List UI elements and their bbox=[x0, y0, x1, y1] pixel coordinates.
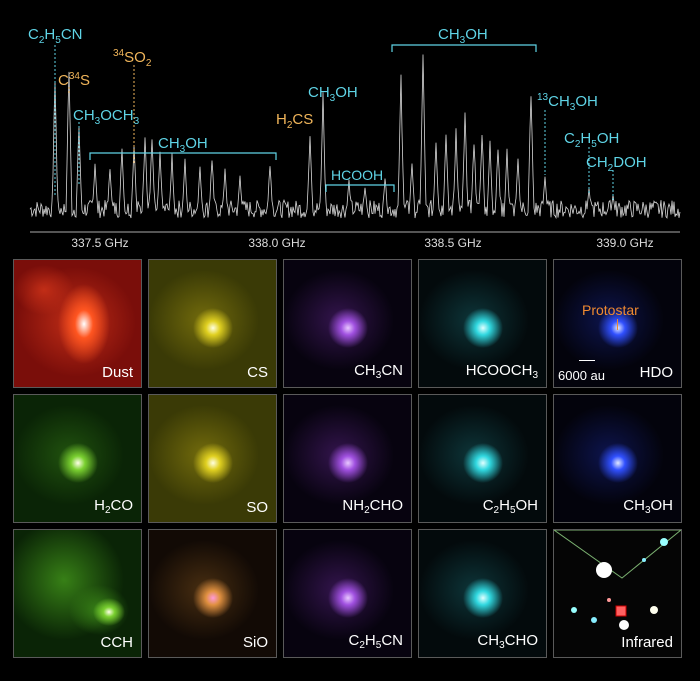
panel-image bbox=[554, 260, 681, 387]
panel-label: SiO bbox=[242, 634, 268, 651]
panel-label: H2CO bbox=[94, 497, 133, 516]
panel-image bbox=[149, 395, 276, 522]
panel-ch3cn: CH3CN bbox=[283, 259, 412, 388]
panel-hcooch3: HCOOCH3 bbox=[418, 259, 547, 388]
tick-label: 337.5 GHz bbox=[71, 236, 128, 250]
panel-label: C2H5CN bbox=[348, 632, 403, 651]
panel-image bbox=[284, 530, 411, 657]
tick-label: 338.0 GHz bbox=[248, 236, 305, 250]
panel-ch3oh: CH3OH bbox=[553, 394, 682, 523]
tick-label: 339.0 GHz bbox=[596, 236, 653, 250]
panel-c2h5oh: C2H5OH bbox=[418, 394, 547, 523]
panel-label: CH3OH bbox=[623, 497, 673, 516]
panel-image bbox=[14, 260, 141, 387]
panel-dust: Dust bbox=[13, 259, 142, 388]
label-c34s: C34S bbox=[58, 71, 90, 89]
panel-sio: SiO bbox=[148, 529, 277, 658]
tick-label: 338.5 GHz bbox=[424, 236, 481, 250]
label-hcooh: HCOOH bbox=[331, 167, 383, 183]
panel-label: SO bbox=[246, 499, 268, 516]
scale-bar-label: 6000 au bbox=[558, 368, 605, 383]
spectrum-plot: 337.5 GHz 338.0 GHz 338.5 GHz 339.0 GHz … bbox=[0, 0, 700, 255]
panel-image bbox=[419, 530, 546, 657]
panel-c2h5cn: C2H5CN bbox=[283, 529, 412, 658]
panel-label: CH3CHO bbox=[477, 632, 538, 651]
panel-infrared: Infrared bbox=[553, 529, 682, 658]
panel-image bbox=[14, 530, 141, 657]
panel-ch3cho: CH3CHO bbox=[418, 529, 547, 658]
panel-image bbox=[14, 395, 141, 522]
bracket-ch3oh-band1 bbox=[89, 152, 277, 160]
panel-cs: CS bbox=[148, 259, 277, 388]
bracket-ch3oh-band2 bbox=[391, 44, 537, 52]
label-ch3oh-band1: CH3OH bbox=[158, 135, 208, 155]
panel-image bbox=[284, 260, 411, 387]
panel-image bbox=[284, 395, 411, 522]
panel-hdo: HDO bbox=[553, 259, 682, 388]
label-c2h5cn: C2H5CN bbox=[28, 26, 82, 46]
panel-image bbox=[149, 260, 276, 387]
label-ch2doh: CH2DOH bbox=[586, 154, 647, 174]
panel-image bbox=[554, 395, 681, 522]
panel-label: HCOOCH3 bbox=[465, 362, 538, 381]
bracket-hcooh bbox=[325, 184, 395, 192]
panel-cch: CCH bbox=[13, 529, 142, 658]
panel-label: CH3CN bbox=[354, 362, 403, 381]
panel-image bbox=[419, 260, 546, 387]
panel-label: NH2CHO bbox=[342, 497, 403, 516]
label-ch3och3: CH3OCH3 bbox=[73, 107, 140, 127]
spectrum-trace bbox=[29, 54, 681, 220]
panel-nh2cho: NH2CHO bbox=[283, 394, 412, 523]
label-ch3oh-peak: CH3OH bbox=[308, 84, 358, 104]
panel-so: SO bbox=[148, 394, 277, 523]
label-h2cs: H2CS bbox=[276, 111, 313, 131]
panel-label: CCH bbox=[100, 634, 134, 651]
panel-h2co: H2CO bbox=[13, 394, 142, 523]
protostar-pointer bbox=[617, 319, 618, 330]
protostar-label: Protostar bbox=[582, 302, 639, 318]
panel-label: C2H5OH bbox=[482, 497, 538, 516]
scale-bar bbox=[579, 360, 595, 361]
panel-label: Dust bbox=[102, 364, 133, 381]
panel-image bbox=[419, 395, 546, 522]
panel-label: HDO bbox=[639, 364, 673, 381]
label-so2: 34SO2 bbox=[113, 48, 152, 69]
label-c2h5oh: C2H5OH bbox=[564, 130, 619, 150]
panel-image bbox=[554, 530, 681, 657]
panel-label: CS bbox=[247, 364, 268, 381]
label-13ch3oh: 13CH3OH bbox=[537, 92, 598, 113]
label-ch3oh-band2: CH3OH bbox=[438, 26, 488, 46]
panel-label: Infrared bbox=[621, 634, 673, 651]
panel-image bbox=[149, 530, 276, 657]
